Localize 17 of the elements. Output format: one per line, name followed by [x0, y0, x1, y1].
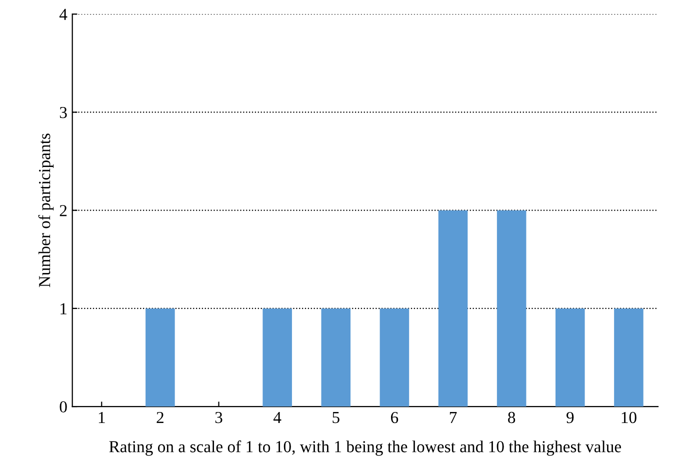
- y-tick-label: 0: [60, 401, 67, 412]
- x-tick-label: 3: [215, 412, 222, 424]
- y-tick-label: 2: [60, 205, 67, 216]
- x-tick-label: 6: [391, 412, 398, 424]
- x-tick-label: 7: [450, 412, 457, 423]
- x-tick-label: 9: [566, 412, 574, 424]
- y-tick-label: 4: [59, 8, 68, 20]
- x-tick-label: 2: [156, 412, 164, 423]
- x-axis-title: Rating on a scale of 1 to 10, with 1 being the lowest and 10 the highest value: [109, 440, 622, 456]
- x-tick-label: 8: [508, 412, 516, 424]
- x-tick-label: 4: [273, 412, 282, 423]
- y-tick-label: 3: [60, 106, 67, 118]
- y-tick-label: 1: [60, 303, 66, 314]
- x-tick-label: 5: [332, 412, 340, 424]
- y-axis-title: Number of participants: [38, 134, 54, 288]
- x-tick-label: 1: [98, 412, 105, 423]
- x-tick-label: 10: [622, 412, 636, 424]
